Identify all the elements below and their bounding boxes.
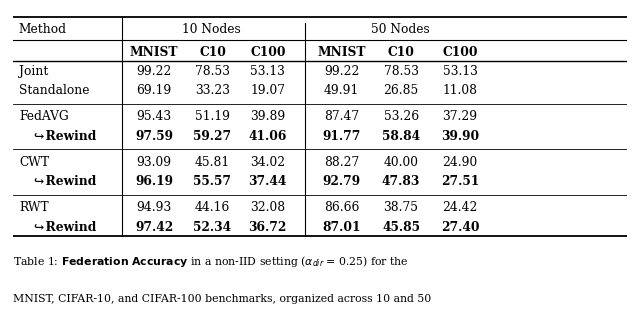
Text: 91.77: 91.77 <box>323 130 361 143</box>
Text: 40.00: 40.00 <box>383 156 419 169</box>
Text: Table 1: $\mathbf{Federation\ Accuracy}$ in a non-IID setting ($\alpha_{dir}$ = : Table 1: $\mathbf{Federation\ Accuracy}$… <box>13 254 408 269</box>
Text: 92.79: 92.79 <box>323 175 360 188</box>
Text: 95.43: 95.43 <box>136 110 172 123</box>
Text: 49.91: 49.91 <box>324 84 359 97</box>
Text: MNIST, CIFAR-10, and CIFAR-100 benchmarks, organized across 10 and 50: MNIST, CIFAR-10, and CIFAR-100 benchmark… <box>13 294 431 304</box>
Text: CWT: CWT <box>19 156 49 169</box>
Text: 45.85: 45.85 <box>382 221 420 234</box>
Text: 41.06: 41.06 <box>248 130 287 143</box>
Text: RWT: RWT <box>19 202 49 214</box>
Text: 45.81: 45.81 <box>195 156 230 169</box>
Text: C10: C10 <box>388 46 415 59</box>
Text: Joint: Joint <box>19 65 48 78</box>
Text: 32.08: 32.08 <box>250 202 285 214</box>
Text: 99.22: 99.22 <box>136 65 172 78</box>
Text: 27.40: 27.40 <box>441 221 479 234</box>
Text: 59.27: 59.27 <box>193 130 232 143</box>
Text: 24.42: 24.42 <box>442 202 478 214</box>
Text: 11.08: 11.08 <box>443 84 477 97</box>
Text: 24.90: 24.90 <box>442 156 477 169</box>
Text: 33.23: 33.23 <box>195 84 230 97</box>
Text: MNIST: MNIST <box>130 46 179 59</box>
Text: 38.75: 38.75 <box>383 202 419 214</box>
Text: ↪ Rewind: ↪ Rewind <box>35 221 97 234</box>
Text: FedAVG: FedAVG <box>19 110 68 123</box>
Text: 39.90: 39.90 <box>441 130 479 143</box>
Text: 47.83: 47.83 <box>382 175 420 188</box>
Text: 55.57: 55.57 <box>193 175 232 188</box>
Text: 37.44: 37.44 <box>248 175 287 188</box>
Text: 97.59: 97.59 <box>135 130 173 143</box>
Text: 58.84: 58.84 <box>382 130 420 143</box>
Text: 53.13: 53.13 <box>250 65 285 78</box>
Text: 86.66: 86.66 <box>324 202 359 214</box>
Text: 93.09: 93.09 <box>136 156 172 169</box>
Text: 44.16: 44.16 <box>195 202 230 214</box>
Text: MNIST: MNIST <box>317 46 365 59</box>
Text: 78.53: 78.53 <box>383 65 419 78</box>
Text: 53.13: 53.13 <box>443 65 477 78</box>
Text: 88.27: 88.27 <box>324 156 359 169</box>
Text: 37.29: 37.29 <box>442 110 477 123</box>
Text: 96.19: 96.19 <box>135 175 173 188</box>
Text: 26.85: 26.85 <box>383 84 419 97</box>
Text: 99.22: 99.22 <box>324 65 359 78</box>
Text: 10 Nodes: 10 Nodes <box>182 23 240 36</box>
Text: 27.51: 27.51 <box>441 175 479 188</box>
Text: Standalone: Standalone <box>19 84 90 97</box>
Text: 87.01: 87.01 <box>323 221 361 234</box>
Text: ↪ Rewind: ↪ Rewind <box>35 130 97 143</box>
Text: 39.89: 39.89 <box>250 110 285 123</box>
Text: 19.07: 19.07 <box>250 84 285 97</box>
Text: Method: Method <box>19 23 67 36</box>
Text: C100: C100 <box>442 46 478 59</box>
Text: 50 Nodes: 50 Nodes <box>371 23 430 36</box>
Text: C100: C100 <box>250 46 285 59</box>
Text: 51.19: 51.19 <box>195 110 230 123</box>
Text: 97.42: 97.42 <box>135 221 173 234</box>
Text: 34.02: 34.02 <box>250 156 285 169</box>
Text: C10: C10 <box>199 46 226 59</box>
Text: 69.19: 69.19 <box>136 84 172 97</box>
Text: ↪ Rewind: ↪ Rewind <box>35 175 97 188</box>
Text: 36.72: 36.72 <box>248 221 287 234</box>
Text: 94.93: 94.93 <box>136 202 172 214</box>
Text: 52.34: 52.34 <box>193 221 232 234</box>
Text: 78.53: 78.53 <box>195 65 230 78</box>
Text: 87.47: 87.47 <box>324 110 359 123</box>
Text: 53.26: 53.26 <box>383 110 419 123</box>
